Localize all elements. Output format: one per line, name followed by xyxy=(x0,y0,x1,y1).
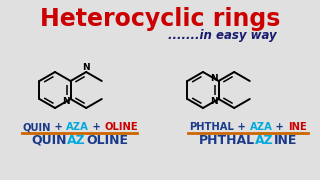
Text: AZ: AZ xyxy=(255,134,274,147)
Text: N: N xyxy=(82,62,90,71)
Text: N: N xyxy=(211,74,218,83)
Text: AZA: AZA xyxy=(66,122,89,132)
Text: +: + xyxy=(273,122,288,132)
Text: N: N xyxy=(211,97,218,106)
Text: OLINE: OLINE xyxy=(104,122,138,132)
Text: PHTHAL: PHTHAL xyxy=(189,122,234,132)
Text: OLINE: OLINE xyxy=(86,134,128,147)
Text: N: N xyxy=(62,97,70,106)
Text: QUIN: QUIN xyxy=(22,122,51,132)
Text: AZA: AZA xyxy=(250,122,273,132)
Text: .......in easy way: .......in easy way xyxy=(168,30,276,42)
Text: QUIN: QUIN xyxy=(32,134,68,147)
Text: INE: INE xyxy=(274,134,297,147)
Text: +: + xyxy=(234,122,250,132)
Text: PHTHAL: PHTHAL xyxy=(199,134,255,147)
Text: INE: INE xyxy=(288,122,307,132)
Text: Heterocyclic rings: Heterocyclic rings xyxy=(40,7,280,31)
Text: +: + xyxy=(51,122,66,132)
Text: +: + xyxy=(89,122,104,132)
Text: AZ: AZ xyxy=(68,134,86,147)
